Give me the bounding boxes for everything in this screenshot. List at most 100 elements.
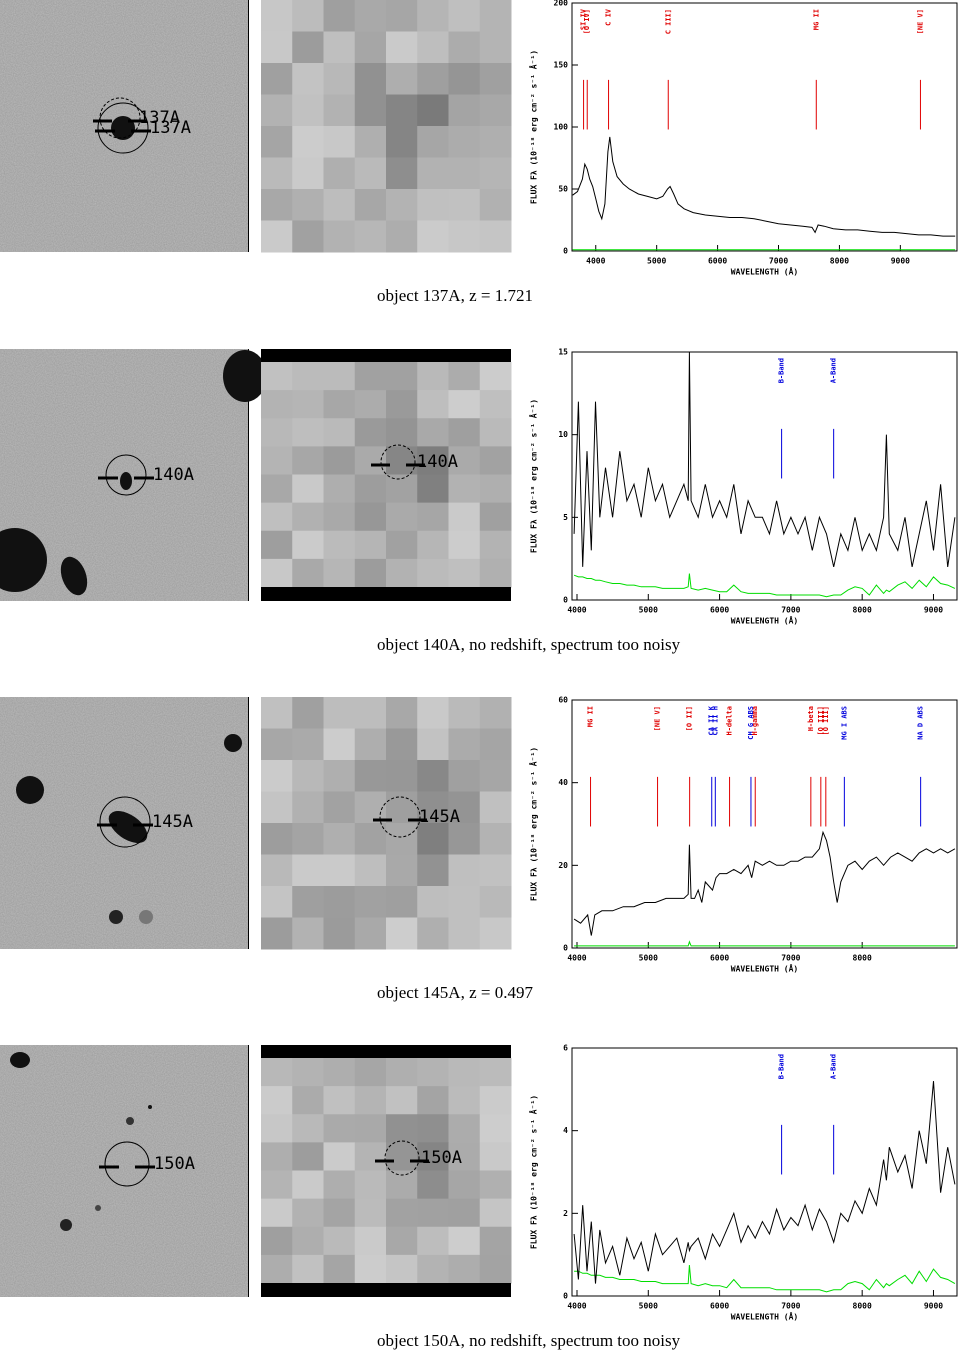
xray-pixel bbox=[448, 1058, 481, 1087]
x-tick-label: 7000 bbox=[781, 606, 800, 615]
xray-pixel bbox=[448, 1254, 481, 1284]
xray-pixel bbox=[448, 854, 481, 887]
xray-pixel bbox=[354, 760, 387, 792]
xray-frame bbox=[261, 587, 511, 601]
x-tick-label: 9000 bbox=[891, 257, 910, 266]
xray-pixel bbox=[479, 126, 512, 158]
xray-pixel bbox=[292, 1114, 324, 1143]
xray-pixel bbox=[386, 697, 418, 729]
xray-pixel bbox=[292, 31, 324, 64]
xray-pixel bbox=[448, 220, 481, 253]
xray-pixel bbox=[448, 917, 481, 950]
xray-pixel bbox=[323, 1058, 356, 1087]
xray-pixel bbox=[323, 189, 356, 221]
xray-pixel bbox=[323, 31, 356, 64]
xray-pixel bbox=[386, 390, 418, 419]
xray-pixel bbox=[479, 1170, 512, 1200]
xray-pixel bbox=[292, 63, 324, 95]
xray-pixel bbox=[323, 917, 356, 950]
xray-pixel bbox=[386, 1198, 418, 1228]
source-circle bbox=[104, 1141, 150, 1187]
xray-pixel bbox=[417, 1198, 449, 1228]
source bbox=[0, 528, 47, 592]
xray-pixel bbox=[448, 823, 481, 855]
xray-pixel bbox=[479, 31, 512, 64]
xray-pixel bbox=[354, 1198, 387, 1228]
x-tick-label: 9000 bbox=[924, 606, 943, 615]
y-tick-label: 0 bbox=[563, 944, 568, 953]
xray-pixel bbox=[323, 823, 356, 855]
y-tick-label: 200 bbox=[554, 0, 569, 8]
line-marker-label: B-Band bbox=[778, 358, 786, 383]
xray-pixel bbox=[354, 474, 387, 504]
source-circle bbox=[99, 796, 151, 848]
y-tick-label: 15 bbox=[558, 348, 568, 357]
xray-pixel bbox=[417, 189, 449, 221]
caption: object 145A, z = 0.497 bbox=[377, 983, 533, 1002]
xray-pixel bbox=[448, 390, 481, 419]
xray-pixel bbox=[479, 63, 512, 95]
spectrum-line bbox=[572, 136, 956, 237]
xray-pixel bbox=[261, 502, 293, 532]
xray-pixel bbox=[292, 697, 324, 729]
xray-pixel bbox=[386, 1254, 418, 1284]
xray-pixel bbox=[323, 220, 356, 253]
xray-pixel bbox=[417, 886, 449, 918]
xray-pixel bbox=[323, 886, 356, 918]
source-circle bbox=[105, 454, 147, 496]
source-circle bbox=[97, 102, 149, 154]
xray-pixel bbox=[354, 1058, 387, 1087]
xray-pixel bbox=[448, 1198, 481, 1228]
xray-pixel bbox=[261, 220, 293, 253]
xray-pixel bbox=[479, 760, 512, 792]
xray-pixel bbox=[386, 728, 418, 761]
xray-pixel bbox=[354, 126, 387, 158]
y-axis-label: FLUX Fλ (10⁻¹⁸ erg cm⁻² s⁻¹ Å⁻¹) bbox=[529, 1095, 539, 1249]
xray-pixel bbox=[354, 418, 387, 447]
source bbox=[108, 811, 148, 843]
xray-pixel bbox=[479, 474, 512, 504]
xray-pixel bbox=[323, 760, 356, 792]
line-marker-label: [NE V] bbox=[916, 9, 924, 34]
xray-pixel bbox=[448, 558, 481, 588]
plot-frame bbox=[571, 351, 958, 601]
xray-pixel bbox=[479, 558, 512, 588]
xray-pixel bbox=[417, 446, 449, 475]
xray-frame bbox=[261, 1045, 511, 1058]
xray-pixel bbox=[292, 1170, 324, 1200]
xray-pixel bbox=[323, 418, 356, 447]
xray-pixel bbox=[323, 1114, 356, 1143]
xray-pixel bbox=[386, 1226, 418, 1256]
xray-pixel bbox=[386, 1086, 418, 1115]
xray-pixel bbox=[323, 94, 356, 127]
xray-pixel bbox=[292, 917, 324, 950]
xray-pixel bbox=[448, 0, 481, 32]
xray-pixel bbox=[292, 791, 324, 824]
xray-pixel bbox=[292, 1226, 324, 1256]
x-tick-label: 5000 bbox=[639, 1302, 658, 1311]
xray-pixel bbox=[261, 1114, 293, 1143]
xray-pixel bbox=[448, 157, 481, 190]
xray-pixel bbox=[448, 728, 481, 761]
x-tick-label: 5000 bbox=[639, 954, 658, 963]
xray-pixel bbox=[386, 362, 418, 391]
xray-pixel bbox=[354, 31, 387, 64]
xray-pixel bbox=[354, 220, 387, 253]
source bbox=[120, 472, 132, 490]
xray-pixel bbox=[323, 362, 356, 391]
source bbox=[60, 1219, 72, 1231]
xray-pixel bbox=[261, 189, 293, 221]
xray-pixel bbox=[261, 31, 293, 64]
source-label: 150A bbox=[421, 1148, 462, 1168]
source bbox=[139, 910, 153, 924]
line-marker-label: C III] bbox=[664, 9, 672, 34]
xray-pixel bbox=[261, 823, 293, 855]
xray-pixel bbox=[261, 126, 293, 158]
optical-noise bbox=[0, 1045, 248, 1297]
source-circle bbox=[379, 796, 421, 838]
xray-pixel bbox=[417, 94, 449, 127]
xray-pixel bbox=[479, 446, 512, 475]
xray-pixel bbox=[261, 1170, 293, 1200]
y-axis-label: FLUX Fλ (10⁻¹⁸ erg cm⁻² s⁻¹ Å⁻¹) bbox=[529, 747, 539, 901]
